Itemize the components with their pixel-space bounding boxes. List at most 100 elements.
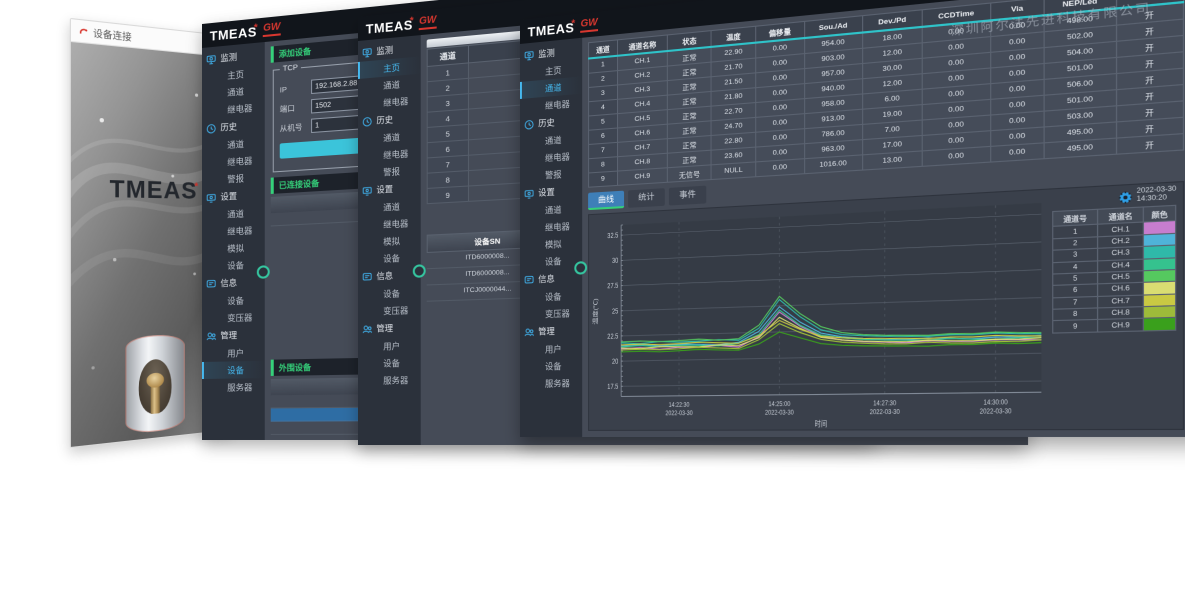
sidebar-group-管理[interactable]: 管理: [358, 568, 421, 588]
section-peripheral-devices: 外围设备: [270, 530, 501, 551]
device-row[interactable]: ITCJ0000044...3#配电柜主线: [426, 604, 680, 614]
logo-star-icon: *: [194, 181, 200, 193]
sidebar-item-用户[interactable]: 用户: [227, 347, 244, 358]
table-cell: 1016.00: [804, 154, 863, 174]
sensor-cavity: [138, 357, 172, 415]
sidebar-item-服务器[interactable]: 服务器: [383, 374, 409, 386]
peripheral-device-row[interactable]: ITCJ000004443: [270, 471, 501, 486]
legend-color-swatch: [1143, 587, 1176, 601]
sidebar-item-设备[interactable]: 设备: [202, 527, 265, 546]
svg-text:14:30:00: 14:30:00: [983, 499, 1007, 507]
sidebar-item-设备[interactable]: 设备: [545, 604, 562, 614]
sidebar-group-设置[interactable]: 设置: [202, 185, 265, 207]
sidebar-group-label: 监测: [220, 51, 238, 64]
sidebar-group-label: 信息: [220, 277, 238, 289]
sidebar-item-变压器[interactable]: 变压器: [383, 590, 409, 602]
chart-settings-gear-icon[interactable]: [1119, 190, 1133, 203]
channel-data-table: 通道 通道名称 状态 温度 偏移量 Sou./Ad Dev./Pd CCDTime Via NEP…: [588, 0, 1184, 188]
users-icon: [524, 326, 535, 337]
table-cell: CH.9: [617, 167, 668, 186]
sidebar-item-设备[interactable]: 设备: [545, 534, 562, 546]
sidebar-group-管理[interactable]: 管理: [520, 565, 582, 585]
sidebar-item-设备[interactable]: 设备: [383, 357, 400, 369]
sidebar-group-监测[interactable]: 监测: [202, 45, 265, 69]
device-name-table: 设备SN 设备名 ITD6000008...1#配电柜ITD6000008...…: [426, 604, 680, 614]
legend-row: 8 CH.8: [1052, 584, 1176, 601]
message-icon: [524, 274, 535, 285]
sidebar-item-用户[interactable]: 用户: [383, 555, 400, 566]
sidebar-item-设备[interactable]: 设备: [545, 360, 562, 372]
sidebar-item-设备[interactable]: 设备: [383, 607, 400, 614]
sidebar-group-label: 设置: [376, 183, 394, 195]
sidebar-item-设备[interactable]: 设备: [227, 295, 244, 306]
svg-text:17.5: 17.5: [607, 383, 618, 391]
sidebar-item-服务器[interactable]: 服务器: [227, 513, 253, 525]
sidebar-group-信息[interactable]: 信息: [358, 265, 421, 286]
peripheral-device-row[interactable]: ITD6000087512: [270, 497, 501, 514]
sidebar-item-变压器[interactable]: 变压器: [545, 307, 570, 319]
sidebar-group-设置[interactable]: 设置: [358, 178, 421, 200]
sidebar-group-历史[interactable]: 历史: [358, 108, 421, 131]
legend-channel-name: CH.9: [1097, 318, 1144, 332]
svg-text:2022-03-30: 2022-03-30: [665, 488, 692, 495]
sidebar-item-用户[interactable]: 用户: [227, 548, 244, 559]
table-cell: 0.00: [755, 158, 805, 177]
svg-text:2022-03-30: 2022-03-30: [765, 410, 794, 417]
sidebar-item-用户[interactable]: 用户: [383, 340, 400, 351]
tab-统计[interactable]: 统计: [628, 188, 665, 208]
svg-text:温度(℃): 温度(℃): [591, 581, 599, 608]
sidebar-group-信息[interactable]: 信息: [520, 268, 582, 289]
sidebar-group-历史[interactable]: 历史: [202, 115, 265, 138]
sidebar-group-label: 设置: [538, 186, 555, 198]
sidebar-item-变压器[interactable]: 变压器: [383, 304, 409, 316]
monitor-window: TMEAS* GW □ ✕ 监测主页通道继电器历史通道继电器警报设置通道继电器模…: [520, 469, 1185, 614]
sidebar-group-信息[interactable]: 信息: [202, 272, 265, 293]
sensor-probe: [150, 377, 161, 415]
sidebar-item-变压器[interactable]: 变压器: [545, 587, 570, 599]
sidebar-group-监测[interactable]: 监测: [358, 38, 421, 62]
sensor-cavity: [138, 491, 172, 549]
reflection: 设备连接 TMEAS* TMEAS* GW: [0, 446, 1185, 614]
sidebar-item-设备[interactable]: 设备: [383, 287, 400, 299]
brand-flame-icon: [79, 26, 89, 37]
sidebar-item-服务器[interactable]: 服务器: [227, 381, 253, 393]
svg-text:17.5: 17.5: [607, 515, 618, 523]
sidebar-item-用户[interactable]: 用户: [545, 343, 562, 354]
legend-channel-no: 8: [1052, 584, 1098, 599]
sidebar-item-设备[interactable]: 设备: [202, 360, 265, 379]
sidebar-group-管理[interactable]: 管理: [520, 321, 582, 341]
sidebar-item-服务器[interactable]: 服务器: [545, 517, 570, 529]
sidebar-group-管理[interactable]: 管理: [202, 561, 265, 581]
legend-channel-name: CH.7: [1097, 598, 1144, 612]
app-logo: TMEAS*: [527, 17, 576, 40]
monitor-window: TMEAS* GW □ ✕ 监测主页通道继电器历史通道继电器警报设置通道继电器模…: [520, 0, 1185, 438]
sidebar-item-服务器[interactable]: 服务器: [383, 520, 409, 532]
device-cell: ITCJ0000044...: [427, 605, 550, 614]
sidebar-group-管理[interactable]: 管理: [358, 318, 421, 338]
sidebar-item-服务器[interactable]: 服务器: [545, 377, 570, 389]
legend-channel-name: CH.9: [1097, 574, 1144, 588]
sidebar-group-管理[interactable]: 管理: [202, 325, 265, 345]
sidebar-item-设备[interactable]: 设备: [545, 290, 562, 302]
tmeas-logo: TMEAS*: [109, 174, 200, 204]
sidebar-collapse-icon[interactable]: [256, 264, 270, 279]
sidebar-item-变压器[interactable]: 变压器: [227, 311, 253, 323]
tab-事件[interactable]: 事件: [668, 185, 707, 206]
settings-icon: [524, 188, 535, 200]
monitor-icon: [206, 53, 217, 65]
temperature-chart: 17.52022.52527.53032.514:22:302022-03-30…: [591, 478, 1048, 614]
sidebar-item-设备[interactable]: 设备: [227, 600, 244, 611]
sidebar-item-设备[interactable]: 设备: [383, 537, 400, 549]
peripheral-device-row[interactable]: ITD6000008579: [270, 484, 501, 500]
sidebar-item-变压器[interactable]: 变压器: [227, 583, 253, 595]
channel-data-table-wrap: 通道 通道名称 状态 温度 偏移量 Sou./Ad Dev./Pd CCDTime Via NEP…: [588, 0, 1184, 188]
svg-text:14:27:30: 14:27:30: [873, 400, 896, 408]
logo-star-icon: *: [571, 17, 576, 30]
sidebar-item-用户[interactable]: 用户: [545, 552, 562, 563]
tab-曲线[interactable]: 曲线: [588, 190, 625, 211]
svg-text:14:25:00: 14:25:00: [768, 401, 790, 408]
legend-channel-no: 9: [1052, 573, 1098, 587]
legend-color-swatch: [1143, 269, 1176, 283]
device-config-window: TMEAS* GW 监测主页通道继电器历史通道继电器警报设置通道继电器模拟设备信…: [202, 466, 877, 614]
